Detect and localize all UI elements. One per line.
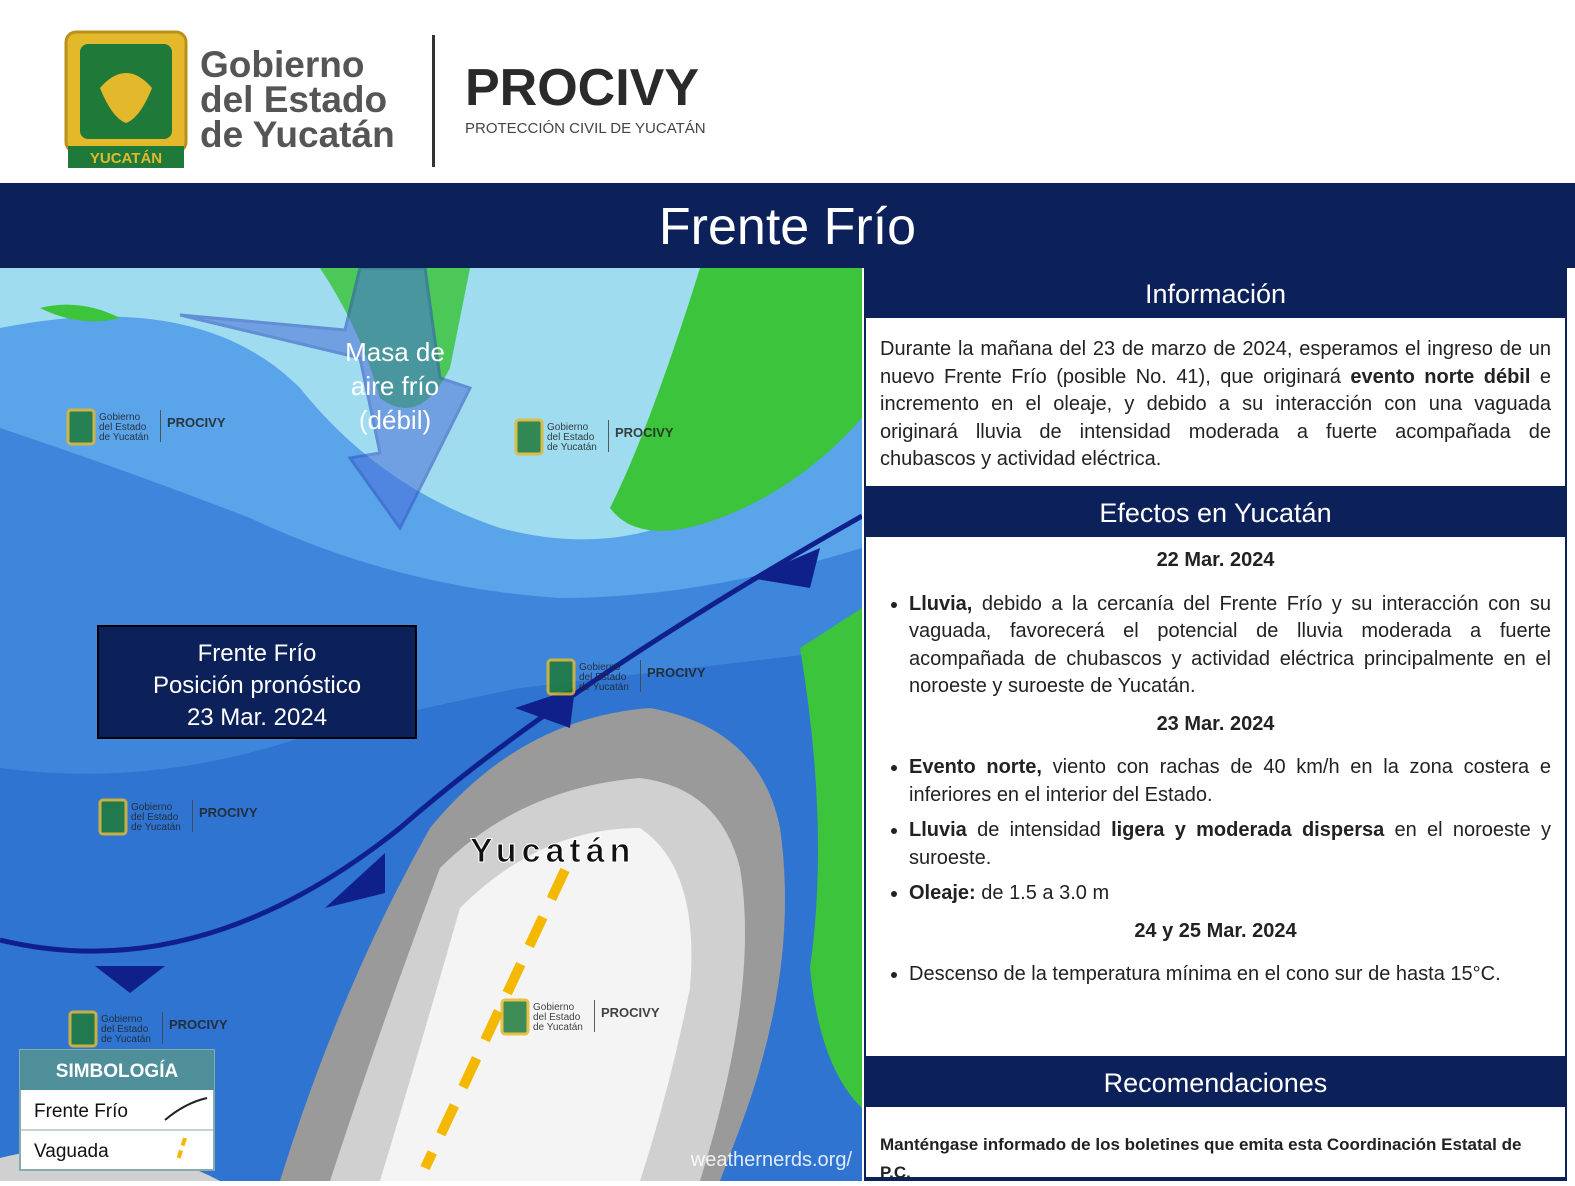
text-segment: evento norte débil — [1350, 365, 1531, 388]
watermark-separator — [160, 410, 161, 442]
text-segment: Durante la mañana del 23 de marzo de 202… — [880, 338, 1551, 388]
watermark-org: de Yucatán — [99, 432, 149, 443]
watermark-shield — [68, 1010, 98, 1048]
watermark-org: Gobierno — [101, 1014, 143, 1025]
effect-list: Descenso de la temperatura mínima en el … — [866, 961, 1565, 989]
legend-title: SIMBOLOGÍA — [56, 1060, 179, 1082]
watermark-agency: PROCIVY — [199, 805, 258, 820]
watermark-shield — [500, 998, 530, 1036]
effect-list: Lluvia, debido a la cercanía del Frente … — [866, 591, 1565, 701]
watermark-shield — [514, 418, 544, 456]
text-segment: Oleaje: — [909, 882, 976, 904]
watermark-shield — [546, 658, 576, 696]
watermark-org: del Estado — [547, 432, 595, 443]
watermark-org: de Yucatán — [131, 822, 181, 833]
watermark-agency: PROCIVY — [169, 1017, 228, 1032]
text-segment: de intensidad — [966, 819, 1112, 841]
watermark-shield — [66, 408, 96, 446]
effect-date: 22 Mar. 2024 — [1156, 549, 1275, 571]
text-segment: Evento norte, — [909, 756, 1042, 778]
effect-item: Evento norte, viento con rachas de 40 km… — [909, 754, 1551, 809]
section-heading: Efectos en Yucatán — [864, 488, 1567, 537]
text-segment: en el noroeste y suroeste. — [909, 819, 1551, 869]
front-box-label: 23 Mar. 2024 — [187, 704, 327, 731]
effect-date: 24 y 25 Mar. 2024 — [1134, 919, 1297, 942]
text-segment: Lluvia, — [909, 592, 973, 615]
front-box-label: Frente Frío — [198, 640, 317, 667]
map-credit: weathernerds.org/ — [690, 1149, 853, 1171]
region-label: Yucatán — [470, 832, 635, 870]
air-mass-label: Masa de — [345, 337, 445, 367]
side-panel: Información Durante la mañana del 23 de … — [864, 268, 1567, 1182]
watermark-org: del Estado — [579, 672, 627, 683]
air-mass-label: aire frío — [351, 371, 439, 401]
shield-label: YUCATÁN — [90, 150, 162, 167]
watermark-agency: PROCIVY — [615, 425, 674, 440]
watermark-org: Gobierno — [99, 412, 141, 423]
watermark-separator — [192, 800, 193, 832]
watermark-org: de Yucatán — [547, 442, 597, 453]
org-line: de Yucatán — [200, 114, 395, 155]
text-segment: debido a la cercanía del Frente Frío y s… — [909, 592, 1551, 698]
text-segment: e incremento en el oleaje, y debido a su… — [880, 365, 1552, 471]
watermark-org: de Yucatán — [579, 682, 629, 693]
watermark-agency: PROCIVY — [647, 665, 706, 680]
org-line: del Estado — [200, 79, 388, 120]
effects-text: 22 Mar. 2024 Lluvia, debido a la cercanía… — [866, 537, 1565, 1056]
effect-item: Descenso de la temperatura mínima en el … — [909, 961, 1551, 989]
agency: PROCIVY — [465, 59, 700, 117]
legend-item: Frente Frío — [34, 1101, 128, 1122]
watermark-org: del Estado — [101, 1024, 149, 1035]
watermark-separator — [640, 660, 641, 692]
info-text: Durante la mañana del 23 de marzo de 202… — [866, 318, 1565, 486]
watermark-org: Gobierno — [579, 662, 621, 673]
effect-date: 23 Mar. 2024 — [1156, 712, 1275, 735]
effect-item: Oleaje: de 1.5 a 3.0 m — [909, 880, 1551, 908]
org-line: Gobierno — [200, 44, 365, 85]
watermark-org: de Yucatán — [533, 1022, 583, 1033]
text-segment: ligera y moderada dispersa — [1111, 819, 1385, 841]
effect-item: Lluvia, debido a la cercanía del Frente … — [909, 591, 1551, 701]
text-segment: Lluvia — [909, 819, 967, 841]
watermark-org: del Estado — [131, 812, 179, 823]
section-heading: Recomendaciones — [864, 1058, 1567, 1107]
watermark-separator — [608, 420, 609, 452]
effect-list: Evento norte, viento con rachas de 40 km… — [866, 754, 1565, 908]
watermark-org: del Estado — [99, 422, 147, 433]
watermark-org: Gobierno — [533, 1002, 575, 1013]
title: Frente Frío — [0, 183, 1575, 268]
header: YUCATÁN Gobierno del Estado de Yucatán P… — [0, 0, 1575, 183]
agency-subtitle: PROTECCIÓN CIVIL DE YUCATÁN — [465, 120, 706, 137]
weather-map: Masa de aire frío (débil) Frente Frío Po… — [0, 268, 862, 1181]
recommendation-text: Manténgase informado de los boletines qu… — [866, 1107, 1565, 1182]
shield-logo: YUCATÁN — [64, 30, 188, 168]
text-segment: Descenso de la temperatura mínima en el … — [909, 963, 1501, 985]
text-segment: de 1.5 a 3.0 m — [975, 882, 1110, 904]
front-box-label: Posición pronóstico — [153, 672, 361, 699]
legend-item: Vaguada — [34, 1141, 109, 1162]
watermark-agency: PROCIVY — [601, 1005, 660, 1020]
watermark-org: de Yucatán — [101, 1034, 151, 1045]
watermark-shield — [98, 798, 128, 836]
watermark-org: Gobierno — [131, 802, 173, 813]
watermark-separator — [594, 1000, 595, 1032]
watermark-org: del Estado — [533, 1012, 581, 1023]
section-heading: Información — [864, 268, 1567, 318]
effect-item: Lluvia de intensidad ligera y moderada d… — [909, 817, 1551, 872]
watermark-agency: PROCIVY — [167, 415, 226, 430]
text-segment: viento con rachas de 40 km/h en la zona … — [909, 756, 1551, 806]
watermark-separator — [162, 1012, 163, 1044]
watermark-org: Gobierno — [547, 422, 589, 433]
air-mass-label: (débil) — [359, 405, 431, 435]
separator — [432, 35, 435, 167]
